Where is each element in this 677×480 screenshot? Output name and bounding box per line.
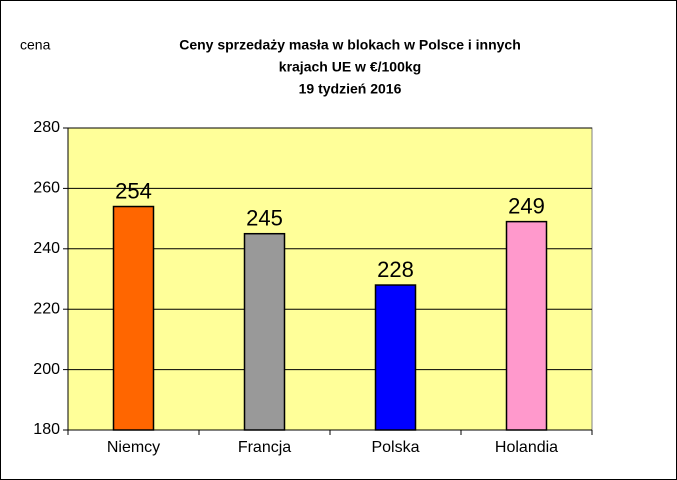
bar xyxy=(243,232,286,431)
bar xyxy=(112,205,155,431)
y-tick-label: 240 xyxy=(33,240,60,257)
value-label: 254 xyxy=(115,178,152,203)
x-tick-label: Francja xyxy=(238,439,291,456)
x-tick-label: Niemcy xyxy=(107,439,160,456)
chart-title: 19 tydzień 2016 xyxy=(299,81,402,97)
value-label: 249 xyxy=(508,193,545,218)
y-tick-label: 260 xyxy=(33,180,60,197)
value-label: 245 xyxy=(246,206,283,231)
y-tick-label: 200 xyxy=(33,361,60,378)
y-tick-label: 180 xyxy=(33,421,60,438)
bar xyxy=(374,284,417,431)
chart-title: krajach UE w €/100kg xyxy=(279,59,421,75)
y-axis-label: cena xyxy=(20,37,51,53)
value-label: 228 xyxy=(377,257,414,282)
chart-title: Ceny sprzedaży masła w blokach w Polsce … xyxy=(179,37,521,53)
y-tick-label: 220 xyxy=(33,300,60,317)
x-tick-label: Polska xyxy=(371,439,419,456)
bar xyxy=(505,220,548,431)
x-tick-label: Holandia xyxy=(495,439,558,456)
y-tick-label: 280 xyxy=(33,119,60,136)
plot-area xyxy=(67,127,593,431)
